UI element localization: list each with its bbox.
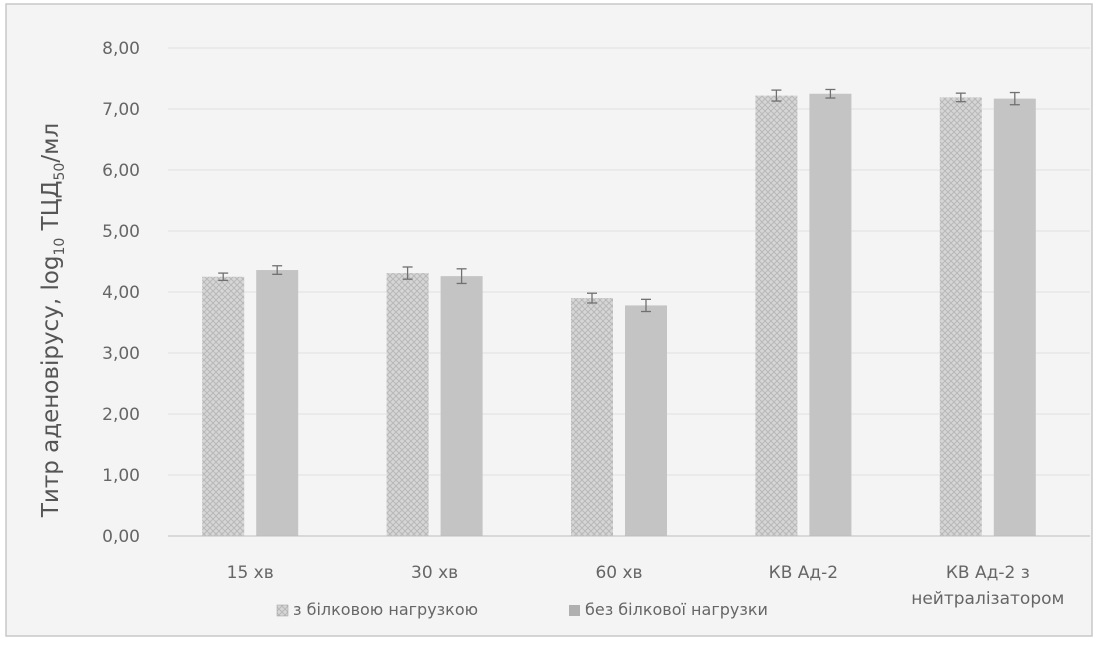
- y-tick-label: 7,00: [102, 100, 140, 120]
- error-bar: [456, 268, 467, 285]
- bar-series-1-5: [939, 97, 982, 536]
- y-tick-label: 8,00: [102, 39, 140, 59]
- x-tick-label-line: 60 хв: [595, 563, 642, 583]
- bar-series-2-4: [809, 93, 852, 536]
- bar-series-1-2: [386, 273, 429, 536]
- x-tick-label: КВ Ад-2 з нейтралізатором: [911, 563, 1064, 609]
- legend: з білковою нагрузкою без білкової нагруз…: [276, 600, 768, 619]
- chart-background: [5, 3, 1093, 637]
- error-bar: [955, 92, 966, 103]
- legend-swatch-series-2: [569, 605, 580, 616]
- x-tick-label-line: КВ Ад-2: [769, 563, 838, 583]
- y-tick-label: 3,00: [102, 344, 140, 364]
- error-bar: [1009, 91, 1020, 106]
- y-axis-label-sub2: 50: [52, 163, 68, 181]
- x-tick-label: 30 хв: [411, 563, 458, 583]
- y-tick-label: 1,00: [102, 466, 140, 486]
- bars: [202, 93, 1036, 536]
- x-tick-label-line: нейтралізатором: [911, 589, 1064, 609]
- y-axis-label: Титр аденовірусу, log10 ТЦД50/мл: [38, 123, 68, 518]
- bar-series-2-5: [993, 98, 1036, 536]
- y-axis-label-main: Титр аденовірусу, log: [38, 255, 64, 518]
- bar-series-1-4: [755, 95, 798, 536]
- y-axis-label-end: /мл: [38, 123, 64, 163]
- error-bars: [218, 88, 1020, 313]
- y-tick-label: 0,00: [102, 527, 140, 547]
- bar-series-2-3: [625, 305, 667, 536]
- y-axis-label-mid: ТЦД: [38, 180, 64, 237]
- bar-series-1-3: [571, 298, 613, 536]
- legend-label-series-2: без білкової нагрузки: [585, 600, 768, 619]
- bar-series-2-2: [440, 276, 483, 536]
- error-bar: [587, 292, 597, 304]
- y-tick-label: 5,00: [102, 222, 140, 242]
- y-axis-label-sub1: 10: [52, 238, 68, 256]
- error-bar: [825, 88, 836, 99]
- y-tick-label: 2,00: [102, 405, 140, 425]
- legend-swatch-series-1: [276, 604, 289, 617]
- x-tick-label-line: 30 хв: [411, 563, 458, 583]
- error-bar: [641, 298, 651, 313]
- x-tick-label: 15 хв: [227, 563, 274, 583]
- y-tick-label: 4,00: [102, 283, 140, 303]
- bar-series-2-1: [256, 270, 299, 536]
- x-axis-labels: 15 хв 30 хв 60 хв КВ Ад-2 КВ Ад-2 з нейтраліз…: [227, 563, 1065, 609]
- bar-series-1-1: [202, 276, 245, 536]
- legend-label-series-1: з білковою нагрузкою: [293, 600, 478, 619]
- x-tick-label: КВ Ад-2: [769, 563, 838, 583]
- error-bar: [272, 265, 283, 275]
- x-tick-label: 60 хв: [595, 563, 642, 583]
- y-tick-label: 6,00: [102, 161, 140, 181]
- x-tick-label-line: 15 хв: [227, 563, 274, 583]
- error-bar: [771, 89, 782, 102]
- error-bar: [402, 266, 413, 280]
- error-bar: [218, 272, 229, 282]
- x-tick-label-line: КВ Ад-2 з: [946, 563, 1030, 583]
- y-axis-ticks: 0,00 1,00 2,00 3,00 4,00 5,00 6,00 7,00 8,00: [102, 39, 140, 547]
